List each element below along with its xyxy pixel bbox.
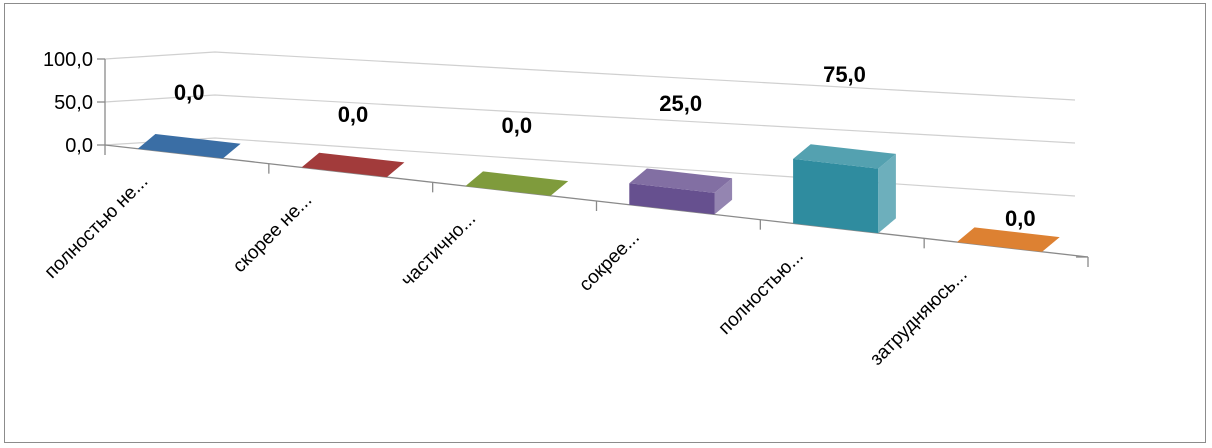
bar-top: [629, 168, 733, 193]
category-label: скорее не...: [229, 190, 316, 277]
bar: [629, 168, 733, 215]
bar: [956, 227, 1060, 252]
data-label: 0,0: [174, 80, 205, 105]
y-tick-labels: 0,0 50,0 100,0: [43, 49, 93, 157]
category-label: частично...: [397, 208, 480, 291]
y-tick-label: 50,0: [54, 92, 93, 114]
data-label: 25,0: [659, 91, 702, 116]
bar-flat: [956, 227, 1060, 252]
gridline: [104, 94, 1076, 144]
data-label: 75,0: [823, 62, 866, 87]
category-label: полностью не...: [41, 171, 153, 283]
bar: [301, 152, 405, 178]
bar: [793, 144, 896, 234]
gridline: [104, 137, 1076, 197]
bar-side: [878, 153, 896, 234]
bar-flat: [465, 171, 569, 196]
bar: [137, 134, 241, 159]
bar-front: [629, 183, 715, 215]
data-label: 0,0: [502, 113, 533, 138]
bar-top: [793, 144, 896, 169]
data-label: 0,0: [1005, 206, 1036, 231]
category-label: полностью...: [715, 246, 808, 339]
axes: [97, 58, 1089, 267]
bar: [465, 171, 569, 196]
bar-side: [714, 178, 733, 215]
chart-frame: [4, 3, 1206, 443]
gridline: [104, 51, 1076, 101]
y-tick-label: 0,0: [65, 135, 93, 157]
data-labels: 0,0 0,0 0,0 25,0 75,0 0,0: [174, 62, 1036, 231]
bar-flat: [137, 134, 241, 159]
category-label: затрудняюсь...: [866, 264, 971, 369]
bar-flat: [301, 152, 405, 178]
bar-front: [793, 158, 879, 234]
data-label: 0,0: [338, 102, 369, 127]
y-tick-label: 100,0: [43, 49, 93, 71]
gridlines: [104, 51, 1076, 197]
bars: [137, 134, 1060, 252]
category-label: сокрее...: [575, 227, 644, 296]
